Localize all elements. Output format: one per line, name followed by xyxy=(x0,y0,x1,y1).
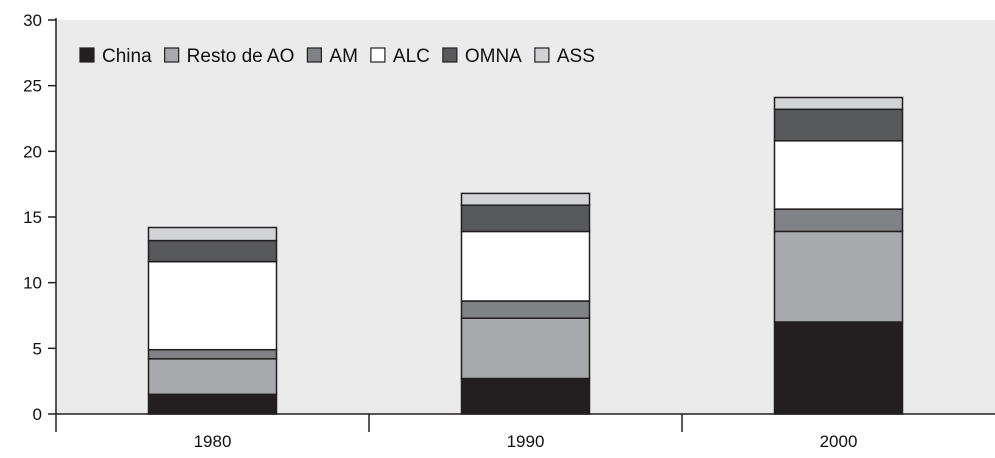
bar-segment-am-2000 xyxy=(773,208,904,233)
bar-segment-alc-2000 xyxy=(773,140,904,210)
bar-segment-alc-1980 xyxy=(147,260,278,351)
y-tick-label: 25 xyxy=(23,77,42,96)
bar-segment-omna-2000 xyxy=(773,108,904,142)
bar-segment-china-2000 xyxy=(773,321,904,415)
legend-label: AM xyxy=(329,46,358,67)
y-tick-label: 20 xyxy=(23,142,42,161)
legend-label: China xyxy=(102,46,152,67)
x-tick-label: 2000 xyxy=(820,432,858,451)
y-tick-label: 5 xyxy=(33,339,42,358)
x-tick-label: 1990 xyxy=(507,432,545,451)
legend-label: ASS xyxy=(557,46,595,67)
y-tick-label: 10 xyxy=(23,274,42,293)
legend-swatch-omna xyxy=(442,47,458,63)
bar-segment-am-1990 xyxy=(460,300,591,319)
axes-group: 0 5 10 15 20 25 30 1980 1990 2000 xyxy=(23,11,995,451)
bar-segment-ass-2000 xyxy=(773,96,904,111)
bar-segment-resto-de-ao-1990 xyxy=(460,317,591,380)
bar-segment-ass-1990 xyxy=(460,192,591,206)
bar-segment-omna-1980 xyxy=(147,239,278,263)
bar-segment-alc-1990 xyxy=(460,230,591,302)
legend-swatch-resto-de-ao xyxy=(164,47,180,63)
legend: China Resto de AO AM ALC OMNA ASS xyxy=(79,46,595,67)
bar-segment-omna-1990 xyxy=(460,204,591,233)
x-tick-label: 1980 xyxy=(194,432,232,451)
legend-label: Resto de AO xyxy=(187,46,295,67)
legend-swatch-china xyxy=(79,47,95,63)
bar-segment-ass-1980 xyxy=(147,226,278,242)
bar-segment-resto-de-ao-1980 xyxy=(147,358,278,396)
bars-group xyxy=(147,96,904,415)
legend-swatch-alc xyxy=(370,47,386,63)
y-tick-label: 30 xyxy=(23,11,42,30)
bar-segment-china-1980 xyxy=(147,393,278,415)
legend-label: OMNA xyxy=(465,46,522,67)
bar-segment-am-1980 xyxy=(147,348,278,360)
legend-label: ALC xyxy=(393,46,430,67)
legend-swatch-ass xyxy=(534,47,550,63)
y-tick-label: 15 xyxy=(23,208,42,227)
legend-swatch-am xyxy=(306,47,322,63)
bar-segment-china-1990 xyxy=(460,377,591,415)
y-tick-label: 0 xyxy=(33,405,42,424)
bar-segment-resto-de-ao-2000 xyxy=(773,230,904,323)
